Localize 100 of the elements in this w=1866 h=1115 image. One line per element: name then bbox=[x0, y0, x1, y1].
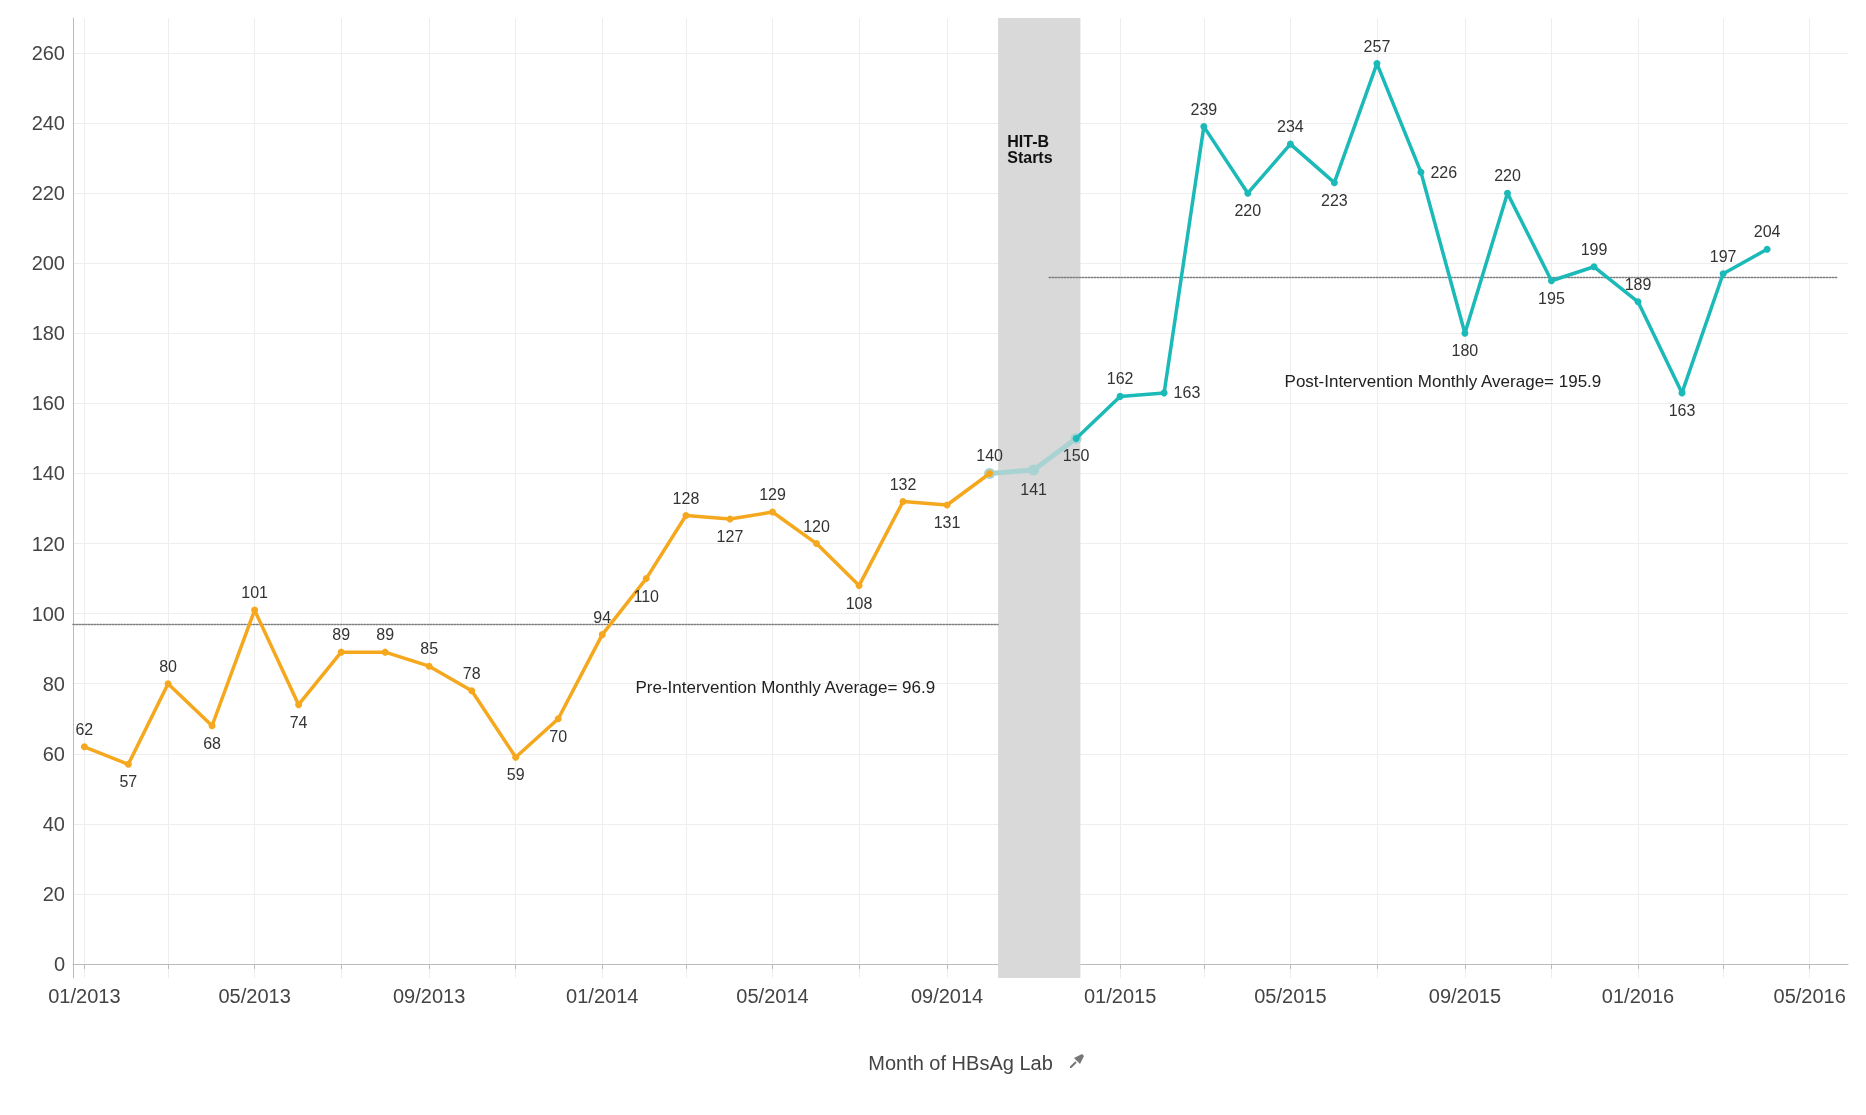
x-tick-label: 05/2016 bbox=[1773, 985, 1846, 1007]
data-label: 163 bbox=[1173, 384, 1201, 402]
point bbox=[682, 512, 690, 520]
point bbox=[468, 687, 476, 695]
data-label: 189 bbox=[1624, 275, 1652, 293]
annotation: Pre-Intervention Monthly Average= 96.9 bbox=[635, 678, 936, 698]
y-tick-label: 60 bbox=[42, 742, 65, 765]
data-label: 131 bbox=[933, 514, 961, 532]
data-label: 94 bbox=[593, 608, 612, 626]
point bbox=[1200, 123, 1208, 131]
data-label: 78 bbox=[462, 664, 481, 682]
point bbox=[642, 575, 650, 583]
data-label: 128 bbox=[672, 489, 700, 507]
data-label: 85 bbox=[420, 640, 439, 658]
x-axis-title: Month of HBsAg Lab bbox=[868, 1052, 1053, 1074]
point bbox=[164, 680, 172, 688]
data-label: 120 bbox=[803, 517, 830, 535]
data-label: 163 bbox=[1668, 401, 1696, 419]
data-label: 110 bbox=[633, 587, 660, 605]
x-tick-label: 09/2014 bbox=[910, 985, 984, 1007]
data-label: 162 bbox=[1106, 370, 1134, 388]
data-label: 80 bbox=[159, 657, 178, 675]
data-label: 180 bbox=[1451, 342, 1479, 360]
data-label: 132 bbox=[889, 475, 917, 493]
data-label: 257 bbox=[1363, 37, 1391, 55]
x-tick-label: 05/2015 bbox=[1254, 985, 1327, 1007]
y-tick-label: 140 bbox=[31, 462, 65, 485]
point bbox=[295, 701, 303, 709]
point bbox=[1547, 277, 1555, 285]
point bbox=[812, 540, 820, 548]
data-label: 204 bbox=[1753, 223, 1781, 241]
data-label: 141 bbox=[1020, 480, 1048, 498]
y-tick-label: 160 bbox=[31, 392, 65, 415]
data-label: 220 bbox=[1494, 167, 1521, 185]
point bbox=[1590, 263, 1598, 271]
point bbox=[512, 753, 520, 761]
point bbox=[425, 662, 433, 670]
y-tick-label: 220 bbox=[31, 182, 65, 205]
data-label: 70 bbox=[549, 727, 568, 745]
data-label: 150 bbox=[1062, 447, 1090, 465]
point bbox=[855, 582, 863, 590]
point bbox=[1503, 189, 1511, 197]
point bbox=[554, 715, 562, 723]
point bbox=[80, 743, 88, 751]
point bbox=[124, 760, 132, 768]
point bbox=[1719, 270, 1727, 278]
y-tick-label: 240 bbox=[31, 112, 65, 135]
x-tick-label: 09/2013 bbox=[392, 985, 466, 1007]
data-label: 195 bbox=[1538, 289, 1565, 307]
data-label: 68 bbox=[203, 734, 222, 752]
data-label: 89 bbox=[376, 626, 395, 644]
y-tick-label: 120 bbox=[31, 532, 65, 555]
point bbox=[251, 606, 259, 614]
point bbox=[1244, 189, 1252, 197]
point bbox=[1461, 329, 1469, 337]
point bbox=[1417, 168, 1425, 176]
data-label: 223 bbox=[1321, 191, 1348, 209]
point bbox=[208, 722, 216, 730]
data-label: 59 bbox=[506, 766, 525, 784]
data-label: 226 bbox=[1430, 163, 1458, 181]
point bbox=[1116, 392, 1124, 400]
data-label: 199 bbox=[1580, 240, 1608, 258]
band-label: HIT-B Starts bbox=[1007, 132, 1053, 166]
x-tick-label: 01/2016 bbox=[1601, 985, 1675, 1007]
x-tick-label: 01/2013 bbox=[48, 985, 121, 1007]
y-tick-label: 40 bbox=[42, 812, 65, 835]
annotation: Post-Intervention Monthly Average= 195.9 bbox=[1284, 371, 1602, 391]
data-label: 62 bbox=[75, 720, 94, 738]
point bbox=[381, 648, 389, 656]
point bbox=[1286, 140, 1294, 148]
x-tick-label: 05/2014 bbox=[736, 985, 809, 1007]
point bbox=[1634, 298, 1642, 306]
data-label: 239 bbox=[1190, 100, 1218, 118]
point bbox=[1028, 464, 1040, 476]
y-tick-label: 0 bbox=[53, 952, 65, 975]
point bbox=[1763, 245, 1771, 253]
y-tick-label: 100 bbox=[31, 602, 65, 625]
x-tick-label: 01/2015 bbox=[1083, 985, 1157, 1007]
point bbox=[1160, 389, 1168, 397]
data-label: 127 bbox=[716, 528, 744, 546]
data-label: 101 bbox=[241, 584, 269, 602]
y-tick-label: 20 bbox=[42, 882, 65, 905]
x-tick-label: 05/2013 bbox=[218, 985, 291, 1007]
data-label: 197 bbox=[1709, 247, 1737, 265]
y-tick-label: 180 bbox=[31, 322, 65, 345]
x-tick-label: 09/2015 bbox=[1428, 985, 1502, 1007]
y-tick-label: 200 bbox=[31, 252, 65, 275]
point bbox=[1330, 179, 1338, 187]
x-tick-label: 01/2014 bbox=[566, 985, 639, 1007]
data-label: 108 bbox=[845, 594, 873, 612]
data-label: 89 bbox=[332, 626, 351, 644]
data-label: 74 bbox=[289, 713, 308, 731]
y-tick-label: 260 bbox=[31, 42, 65, 65]
data-label: 140 bbox=[976, 447, 1004, 465]
point bbox=[598, 631, 606, 639]
data-label: 57 bbox=[119, 773, 138, 791]
data-label: 129 bbox=[759, 486, 786, 504]
data-label: 234 bbox=[1277, 118, 1304, 136]
data-label: 220 bbox=[1234, 202, 1262, 220]
point bbox=[337, 648, 345, 656]
